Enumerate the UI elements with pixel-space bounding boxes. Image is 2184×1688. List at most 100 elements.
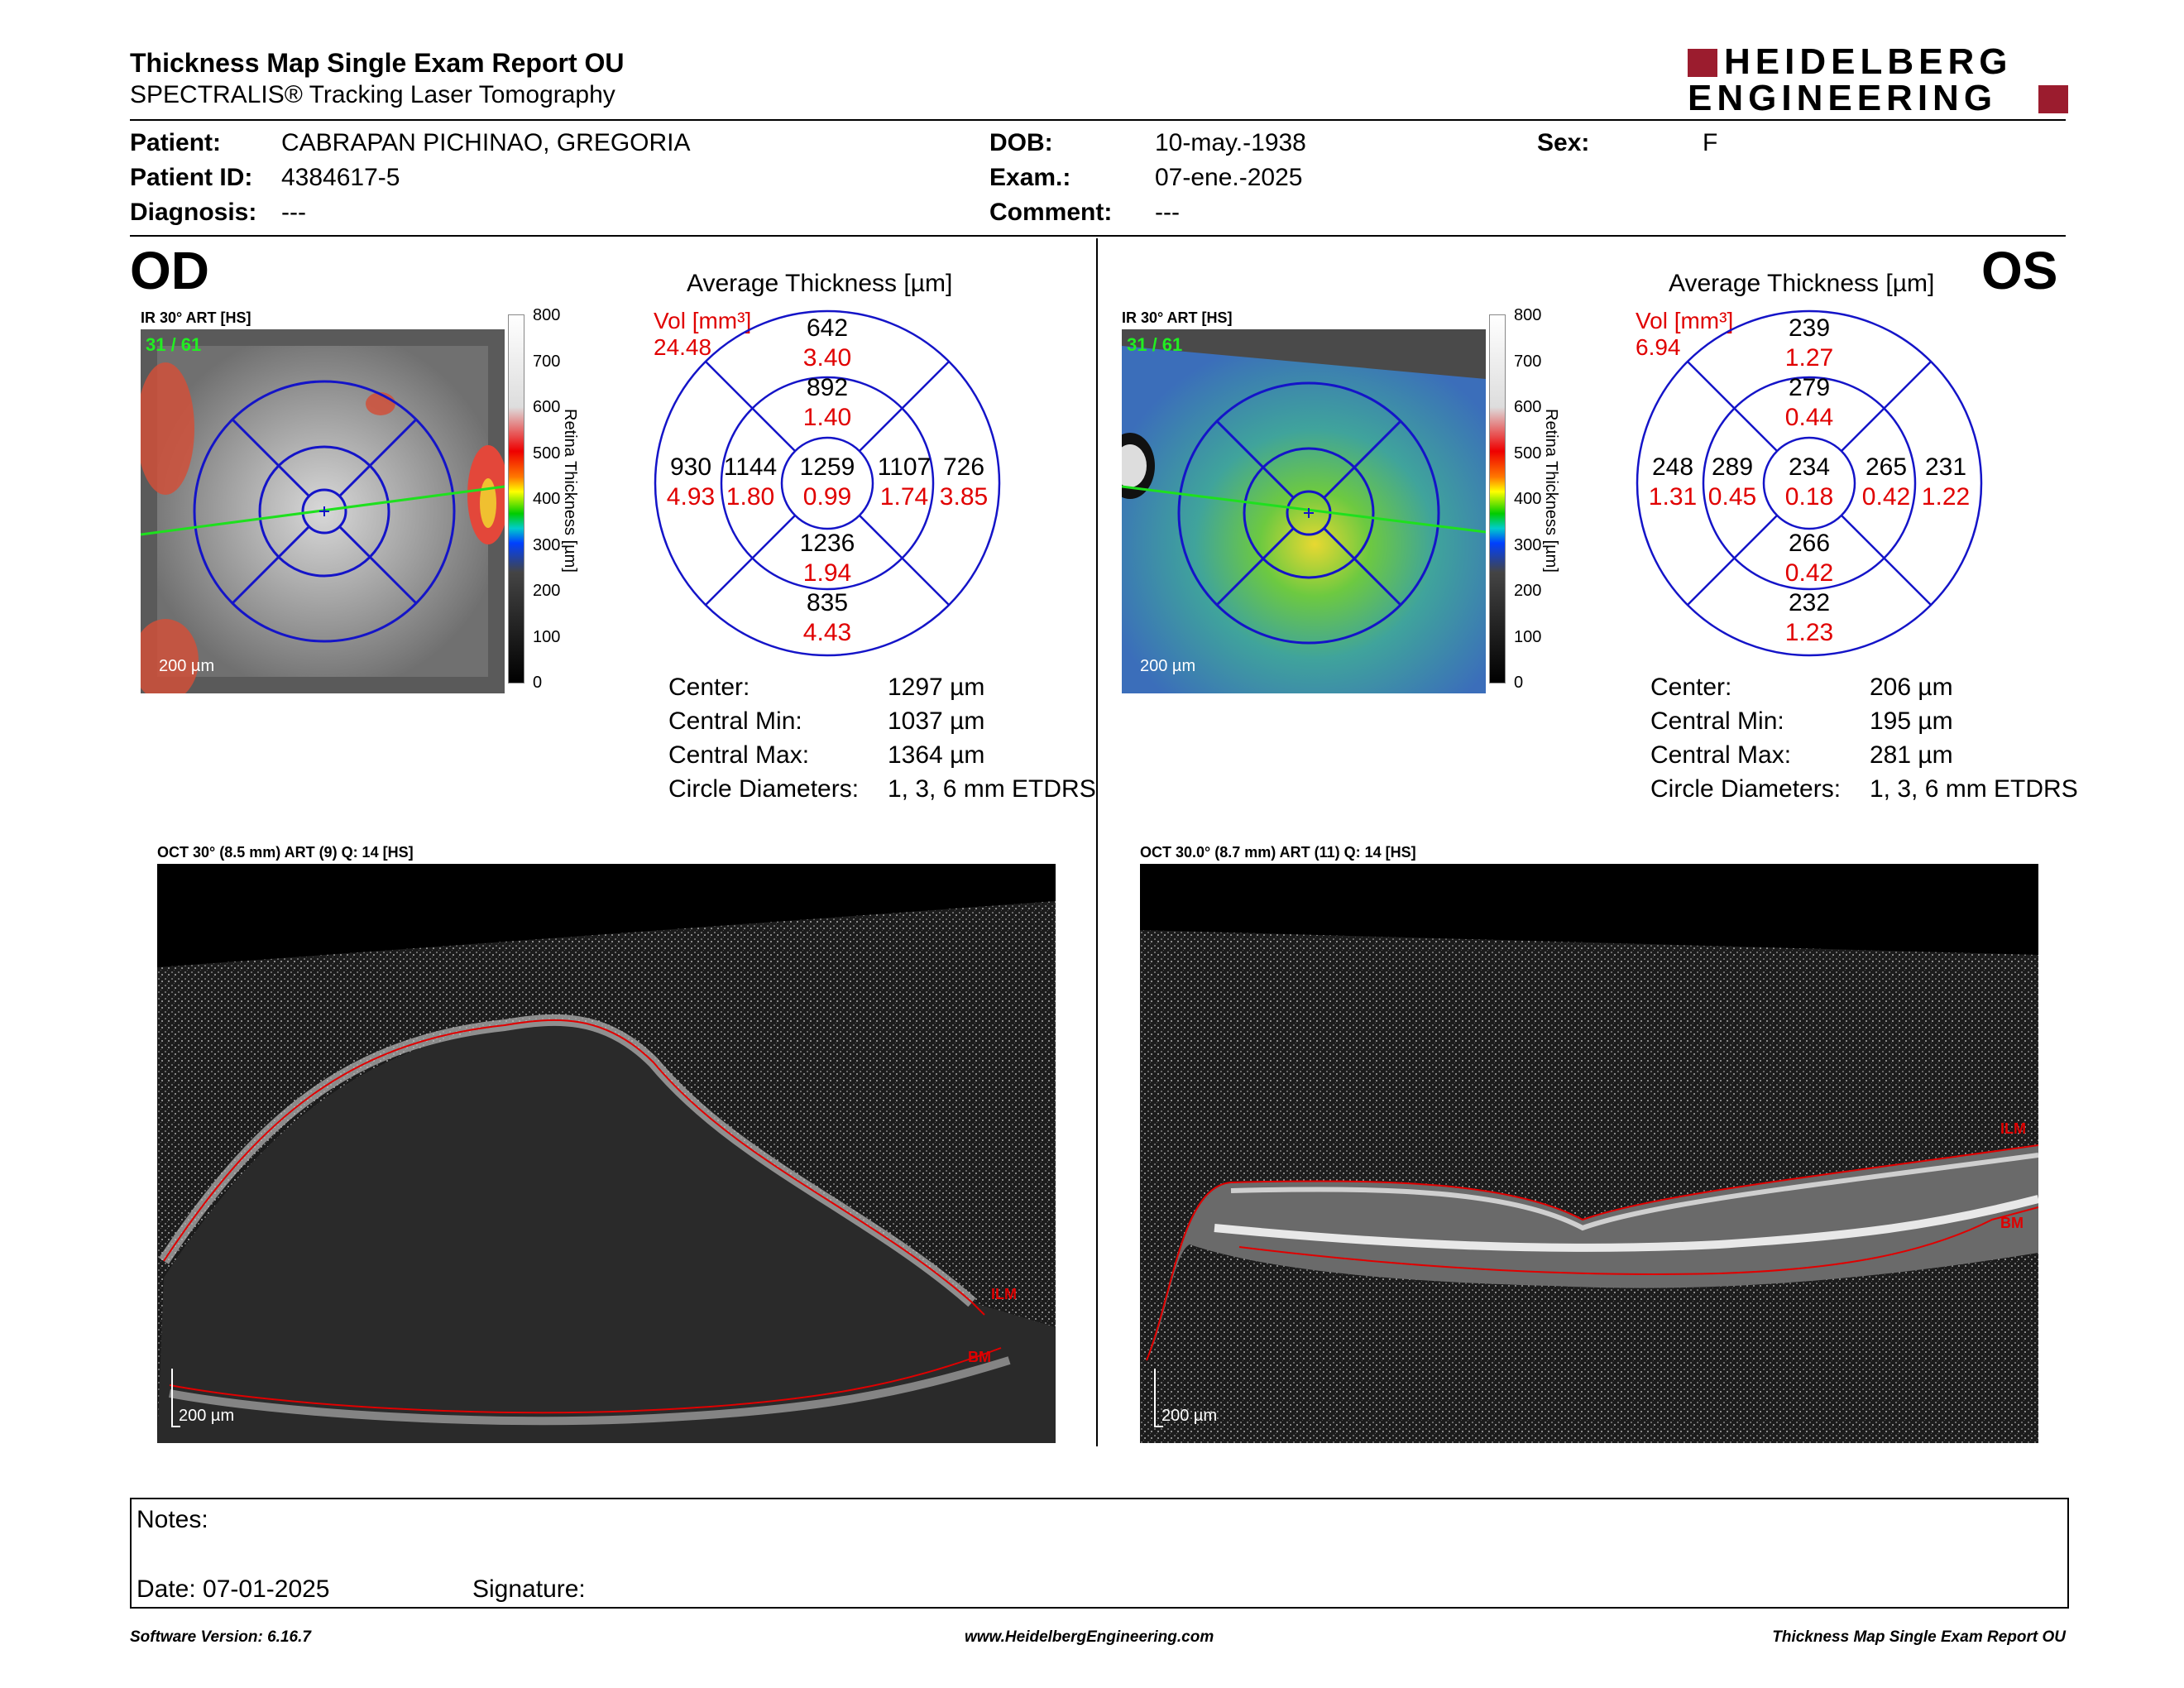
- od-average-title: Average Thickness [µm]: [687, 270, 953, 297]
- os-inner-superior-volume: 0.44: [1785, 404, 1833, 431]
- od-metric-value: 1037 µm: [888, 707, 985, 735]
- od-inner-inferior-thickness: 1236: [800, 530, 855, 557]
- eye-os-label: OS: [1981, 241, 2058, 300]
- os-scale-tick: 200: [1514, 582, 1542, 600]
- os-scale-title: Retina Thickness [µm]: [1542, 409, 1560, 573]
- os-average-title: Average Thickness [µm]: [1669, 270, 1935, 297]
- os-ir-label: IR 30° ART [HS]: [1122, 309, 1233, 326]
- os-scale-tick: 0: [1514, 674, 1524, 692]
- os-inner-inferior-thickness: 266: [1789, 530, 1830, 557]
- os-outer-temporal-volume: 1.31: [1649, 483, 1697, 511]
- os-oct-bscan: ILM BM 200 µm: [1140, 864, 2038, 1443]
- os-scale-tick: 600: [1514, 398, 1542, 416]
- od-inner-superior-thickness: 892: [807, 374, 848, 401]
- divider: [130, 235, 2066, 237]
- od-metric-label: Central Min:: [668, 707, 802, 735]
- os-metric-value: 206 µm: [1870, 674, 1953, 701]
- signature-label: Signature:: [472, 1575, 586, 1603]
- sex-value: F: [1703, 129, 1718, 156]
- od-scale-tick: 200: [533, 582, 561, 600]
- dob-value: 10-may.-1938: [1155, 129, 1306, 156]
- os-volume-value: 6.94: [1636, 334, 1681, 360]
- footer-software-version: Software Version: 6.16.7: [130, 1628, 311, 1646]
- dob-label: DOB:: [989, 129, 1053, 156]
- od-volume-label: Vol [mm³]: [654, 308, 752, 333]
- date-label: Date: 07-01-2025: [136, 1575, 330, 1603]
- diagnosis-value: ---: [281, 199, 306, 226]
- patient-id-value: 4384617-5: [281, 164, 400, 191]
- os-center-thickness: 234: [1789, 453, 1830, 481]
- os-ilm-label: ILM: [2000, 1120, 2026, 1137]
- comment-value: ---: [1155, 199, 1180, 226]
- exam-value: 07-ene.-2025: [1155, 164, 1303, 191]
- od-metric-value: 1, 3, 6 mm ETDRS: [888, 775, 1096, 803]
- os-inner-inferior-volume: 0.42: [1785, 559, 1833, 587]
- os-metric-label: Central Max:: [1650, 741, 1792, 769]
- od-scale-tick: 800: [533, 306, 561, 324]
- od-outer-nasal-thickness: 726: [943, 453, 984, 481]
- os-scale-tick: 800: [1514, 306, 1542, 324]
- od-etdrs-grid: 642 3.40 892 1.40 930 4.93 1144 1.80 125…: [654, 309, 1001, 657]
- od-scale-tick: 500: [533, 444, 561, 463]
- os-thickness-color-scale: [1489, 314, 1506, 683]
- os-frame-counter: 31 / 61: [1127, 334, 1183, 355]
- od-scale-tick: 0: [533, 674, 543, 692]
- od-metric-value: 1364 µm: [888, 741, 985, 769]
- od-scale-tick: 400: [533, 490, 561, 508]
- od-center-volume: 0.99: [803, 483, 851, 511]
- os-outer-nasal-volume: 1.22: [1922, 483, 1970, 511]
- od-outer-superior-thickness: 642: [807, 314, 848, 342]
- os-inner-nasal-volume: 0.42: [1862, 483, 1910, 511]
- os-outer-nasal-thickness: 231: [1925, 453, 1966, 481]
- os-etdrs-grid: 239 1.27 279 0.44 248 1.31 289 0.45 234 …: [1636, 309, 1983, 657]
- logo-mark-icon: [2038, 85, 2068, 113]
- od-ilm-label: ILM: [991, 1286, 1017, 1302]
- os-outer-superior-thickness: 239: [1789, 314, 1830, 342]
- os-metric-label: Circle Diameters:: [1650, 775, 1842, 803]
- os-scale-tick: 400: [1514, 490, 1542, 508]
- os-volume-label: Vol [mm³]: [1636, 308, 1734, 333]
- os-oct-scale-bar: 200 µm: [1161, 1407, 1218, 1425]
- logo-mark-icon: [1688, 49, 1717, 77]
- od-oct-bscan: ILM BM 200 µm: [157, 864, 1056, 1443]
- os-metric-value: 281 µm: [1870, 741, 1953, 769]
- comment-label: Comment:: [989, 199, 1113, 226]
- os-scale-tick: 100: [1514, 627, 1542, 646]
- od-inner-nasal-volume: 1.74: [880, 483, 928, 511]
- os-inner-superior-thickness: 279: [1789, 374, 1830, 401]
- od-oct-scale-bar: 200 µm: [179, 1407, 235, 1425]
- os-metric-value: 195 µm: [1870, 707, 1953, 735]
- od-volume-value: 24.48: [654, 334, 712, 360]
- os-scale-tick: 500: [1514, 444, 1542, 463]
- od-outer-inferior-thickness: 835: [807, 589, 848, 616]
- os-metric-value: 1, 3, 6 mm ETDRS: [1870, 775, 2078, 803]
- od-metrics: Center: 1297 µm Central Min: 1037 µm Centr…: [668, 670, 1096, 806]
- report-subtitle: SPECTRALIS® Tracking Laser Tomography: [130, 81, 615, 108]
- patient-label: Patient:: [130, 129, 222, 156]
- exam-label: Exam.:: [989, 164, 1071, 191]
- eye-separator: [1096, 238, 1098, 1446]
- od-scale-tick: 100: [533, 627, 561, 646]
- os-inner-nasal-thickness: 265: [1866, 453, 1907, 481]
- notes-label: Notes:: [136, 1506, 208, 1533]
- os-fundus-image: 31 / 61 200 µm: [1122, 329, 1486, 693]
- os-metrics: Center: 206 µm Central Min: 195 µm Central…: [1650, 670, 2078, 806]
- os-metric-label: Central Min:: [1650, 707, 1784, 735]
- od-scale-tick: 300: [533, 535, 561, 554]
- od-metric-value: 1297 µm: [888, 674, 985, 701]
- os-scale-tick: 300: [1514, 535, 1542, 554]
- os-outer-temporal-thickness: 248: [1652, 453, 1693, 481]
- od-outer-temporal-thickness: 930: [670, 453, 711, 481]
- od-outer-inferior-volume: 4.43: [803, 619, 851, 646]
- od-inner-inferior-volume: 1.94: [803, 559, 851, 587]
- os-center-volume: 0.18: [1785, 483, 1833, 511]
- od-center-thickness: 1259: [800, 453, 855, 481]
- os-inner-temporal-thickness: 289: [1712, 453, 1753, 481]
- footer-website-link[interactable]: www.HeidelbergEngineering.com: [965, 1628, 1214, 1646]
- report-title: Thickness Map Single Exam Report OU: [130, 48, 625, 78]
- od-thickness-color-scale: [508, 314, 524, 683]
- od-frame-counter: 31 / 61: [146, 334, 202, 355]
- notes-box: Notes: Date: 07-01-2025 Signature:: [130, 1498, 2069, 1609]
- od-scale-tick: 600: [533, 398, 561, 416]
- od-scale-tick: 700: [533, 352, 561, 371]
